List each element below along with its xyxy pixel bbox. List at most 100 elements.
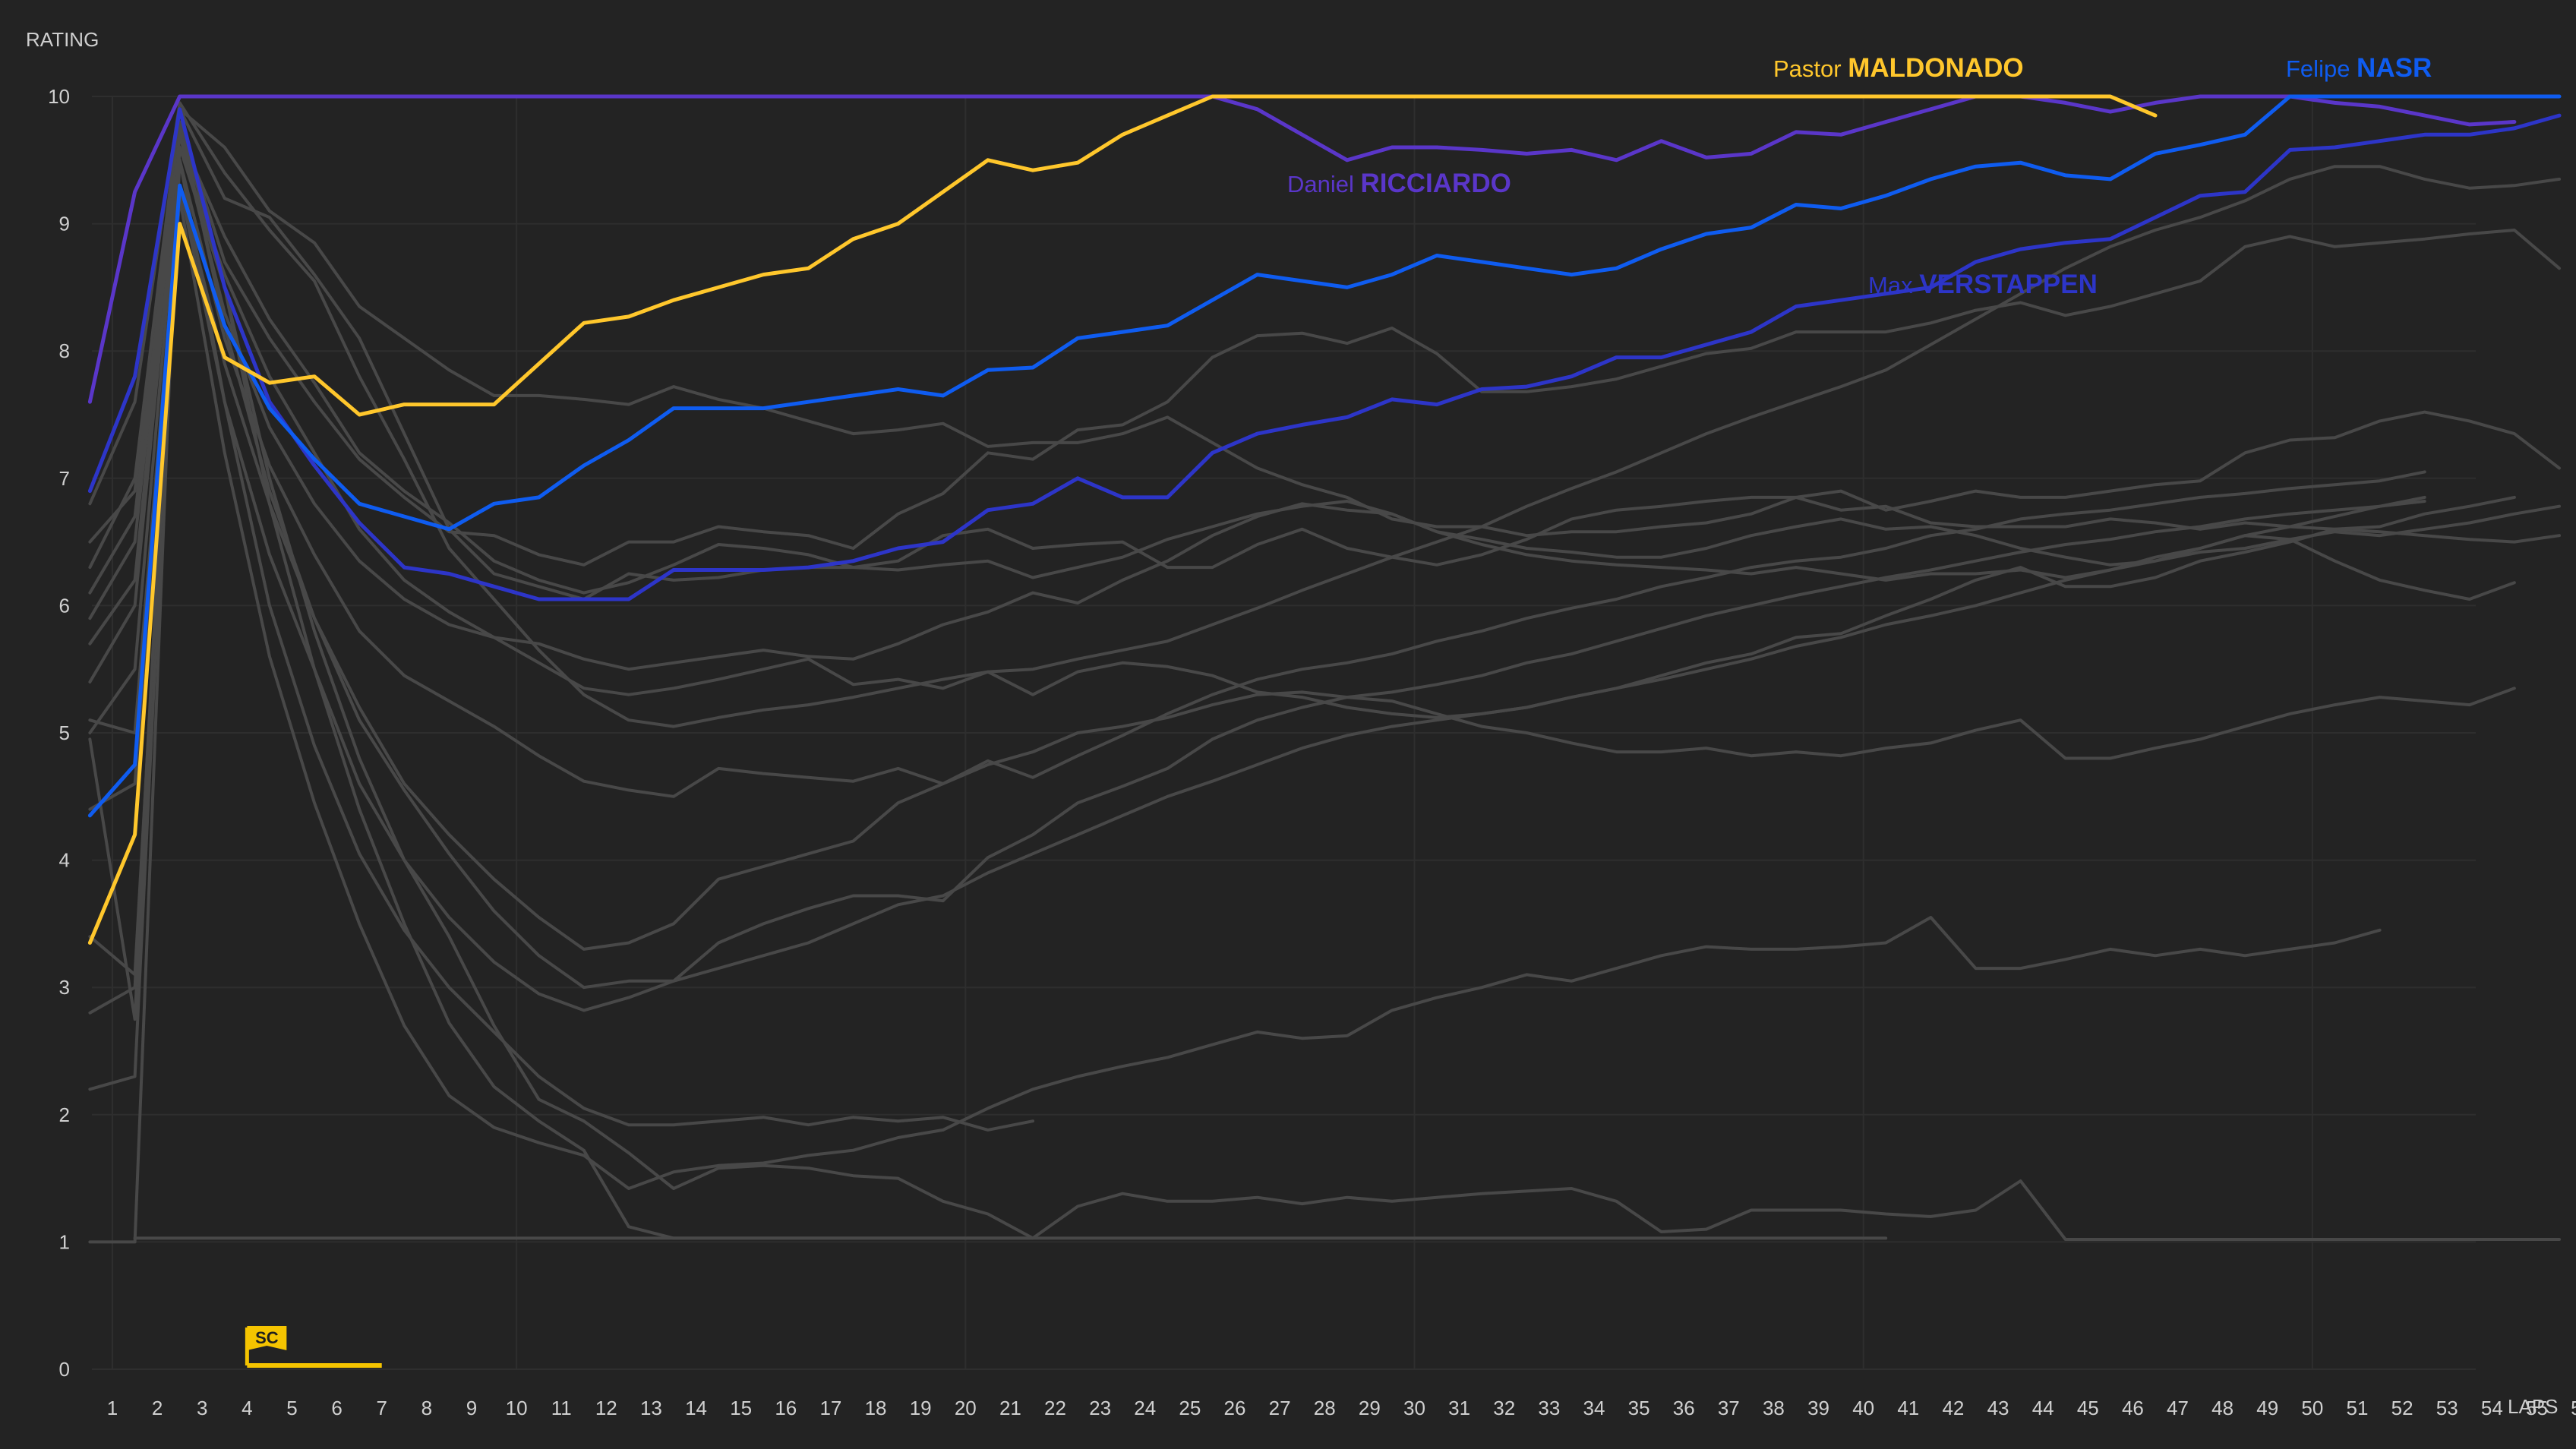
series-line-other-3: [88, 133, 2561, 646]
series-line-maldonado: [87, 94, 2158, 945]
x-tick-label: 2: [152, 1397, 163, 1419]
x-tick-label: 55: [2526, 1397, 2548, 1419]
x-tick-label: 33: [1538, 1397, 1560, 1419]
x-tick-label: 26: [1224, 1397, 1246, 1419]
x-tick-label: 47: [2167, 1397, 2189, 1419]
x-tick-label: 27: [1269, 1397, 1291, 1419]
highlight-series: [87, 94, 2562, 945]
x-tick-label: 50: [2301, 1397, 2323, 1419]
driver-first-name: Felipe: [2286, 55, 2357, 82]
x-tick-label: 37: [1718, 1397, 1740, 1419]
x-tick-label: 46: [2122, 1397, 2144, 1419]
series-line-other-10: [88, 158, 2426, 1091]
x-tick-label: 35: [1628, 1397, 1650, 1419]
x-tick-label: 16: [775, 1397, 797, 1419]
x-tick-label: 1: [107, 1397, 118, 1419]
x-tick-label: 45: [2077, 1397, 2099, 1419]
driver-label-nasr: Felipe NASR: [2286, 53, 2432, 83]
x-tick-label: 6: [331, 1397, 342, 1419]
x-tick-label: 38: [1763, 1397, 1785, 1419]
x-tick-label: 18: [865, 1397, 887, 1419]
context-series: [88, 101, 2561, 1244]
x-tick-label: 12: [595, 1397, 617, 1419]
x-tick-label: 13: [640, 1397, 662, 1419]
x-tick-label: 53: [2436, 1397, 2458, 1419]
driver-last-name: MALDONADO: [1848, 53, 2023, 83]
y-tick-label: 5: [59, 721, 70, 744]
x-tick-label: 10: [506, 1397, 528, 1419]
x-tick-label: 7: [376, 1397, 387, 1419]
x-tick-label: 5: [286, 1397, 297, 1419]
x-tick-label: 56: [2571, 1397, 2576, 1419]
series-line-other-6: [88, 158, 2516, 798]
y-tick-label: 0: [59, 1358, 70, 1381]
series-line-other-15: [88, 120, 2561, 1244]
series-line-other-2: [88, 120, 2561, 595]
x-tick-label: 39: [1807, 1397, 1829, 1419]
x-tick-label: 14: [685, 1397, 707, 1419]
x-tick-label: 8: [421, 1397, 432, 1419]
y-tick-label: 6: [59, 594, 70, 617]
x-tick-label: 23: [1089, 1397, 1111, 1419]
driver-label-verstappen: Max VERSTAPPEN: [1868, 270, 2098, 299]
x-tick-label: 54: [2481, 1397, 2503, 1419]
driver-label-maldonado: Pastor MALDONADO: [1773, 53, 2024, 83]
x-tick-label: 48: [2211, 1397, 2233, 1419]
y-tick-label: 1: [59, 1230, 70, 1253]
x-tick-label: 19: [910, 1397, 932, 1419]
x-tick-label: 24: [1134, 1397, 1156, 1419]
y-axis-title: RATING: [26, 28, 99, 51]
y-tick-label: 8: [59, 339, 70, 362]
x-tick-label: 22: [1044, 1397, 1066, 1419]
y-axis-ticks: 0 1 2 3 4 5 6 7 8 9 10: [48, 85, 70, 1381]
driver-label-ricciardo: Daniel RICCIARDO: [1287, 169, 1511, 198]
series-line-other-9: [88, 184, 2426, 951]
y-tick-label: 4: [59, 849, 70, 872]
y-tick-label: 3: [59, 976, 70, 999]
driver-last-name: RICCIARDO: [1361, 169, 1511, 198]
y-tick-label: 2: [59, 1103, 70, 1126]
x-tick-label: 36: [1673, 1397, 1695, 1419]
x-tick-label: 15: [730, 1397, 752, 1419]
series-line-ricciardo: [87, 94, 2517, 404]
safety-car-marker: SC: [245, 1326, 382, 1368]
y-tick-label: 7: [59, 467, 70, 490]
safety-car-label: SC: [255, 1328, 279, 1347]
x-tick-label: 44: [2032, 1397, 2054, 1419]
series-line-other-11: [88, 120, 2426, 1021]
x-tick-label: 30: [1403, 1397, 1425, 1419]
x-tick-label: 31: [1448, 1397, 1470, 1419]
series-line-other-8: [88, 101, 2561, 728]
x-axis-ticks: 1 2 3 4 5 6 7 8 9 10 11 12 13 14 15 16 17 18 19 20 21 22 23 24 2…: [107, 1397, 2576, 1419]
x-tick-label: 51: [2347, 1397, 2369, 1419]
x-tick-label: 43: [1987, 1397, 2009, 1419]
y-tick-label: 9: [59, 213, 70, 235]
x-tick-label: 11: [551, 1397, 572, 1419]
driver-first-name: Daniel: [1287, 171, 1361, 197]
x-tick-label: 32: [1493, 1397, 1515, 1419]
series-line-other-13: [88, 184, 1034, 1132]
x-tick-label: 34: [1583, 1397, 1605, 1419]
x-tick-label: 29: [1359, 1397, 1381, 1419]
x-tick-label: 20: [955, 1397, 977, 1419]
series-line-nasr: [87, 94, 2562, 818]
x-tick-label: 49: [2256, 1397, 2278, 1419]
x-tick-label: 52: [2391, 1397, 2413, 1419]
x-tick-label: 3: [197, 1397, 207, 1419]
x-tick-label: 17: [819, 1397, 841, 1419]
x-tick-label: 21: [999, 1397, 1021, 1419]
driver-last-name: NASR: [2357, 53, 2432, 83]
x-tick-label: 42: [1942, 1397, 1964, 1419]
series-line-verstappen: [87, 107, 2562, 601]
x-tick-label: 28: [1314, 1397, 1336, 1419]
driver-first-name: Max: [1868, 272, 1919, 298]
x-tick-label: 25: [1179, 1397, 1201, 1419]
x-tick-label: 9: [466, 1397, 477, 1419]
x-tick-label: 40: [1852, 1397, 1874, 1419]
x-tick-label: 41: [1897, 1397, 1919, 1419]
driver-last-name: VERSTAPPEN: [1919, 270, 2098, 299]
series-line-other-12: [88, 197, 2382, 1190]
driver-first-name: Pastor: [1773, 55, 1848, 82]
